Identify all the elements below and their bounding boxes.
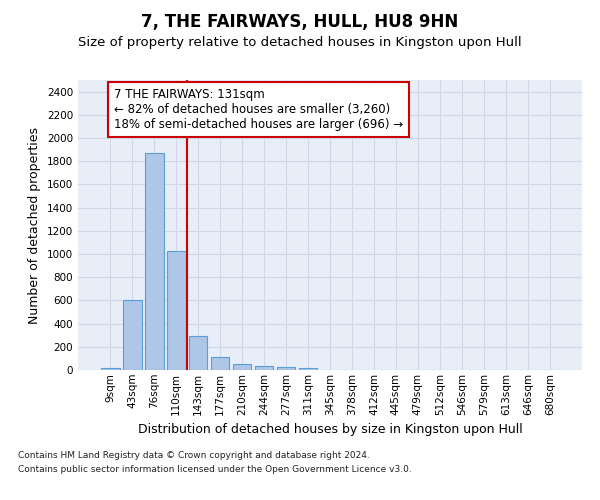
Text: Contains public sector information licensed under the Open Government Licence v3: Contains public sector information licen…	[18, 466, 412, 474]
Y-axis label: Number of detached properties: Number of detached properties	[28, 126, 41, 324]
Bar	[189, 336, 208, 370]
Bar	[101, 368, 119, 370]
Text: Contains HM Land Registry data © Crown copyright and database right 2024.: Contains HM Land Registry data © Crown c…	[18, 450, 370, 460]
Bar	[167, 251, 185, 370]
Bar	[299, 368, 317, 370]
Text: 7 THE FAIRWAYS: 131sqm
← 82% of detached houses are smaller (3,260)
18% of semi-: 7 THE FAIRWAYS: 131sqm ← 82% of detached…	[113, 88, 403, 131]
Bar	[145, 152, 164, 370]
Bar	[233, 364, 251, 370]
Text: 7, THE FAIRWAYS, HULL, HU8 9HN: 7, THE FAIRWAYS, HULL, HU8 9HN	[142, 14, 458, 32]
Bar	[123, 300, 142, 370]
Bar	[255, 366, 274, 370]
Bar	[277, 367, 295, 370]
Bar	[211, 357, 229, 370]
X-axis label: Distribution of detached houses by size in Kingston upon Hull: Distribution of detached houses by size …	[137, 423, 523, 436]
Text: Size of property relative to detached houses in Kingston upon Hull: Size of property relative to detached ho…	[78, 36, 522, 49]
